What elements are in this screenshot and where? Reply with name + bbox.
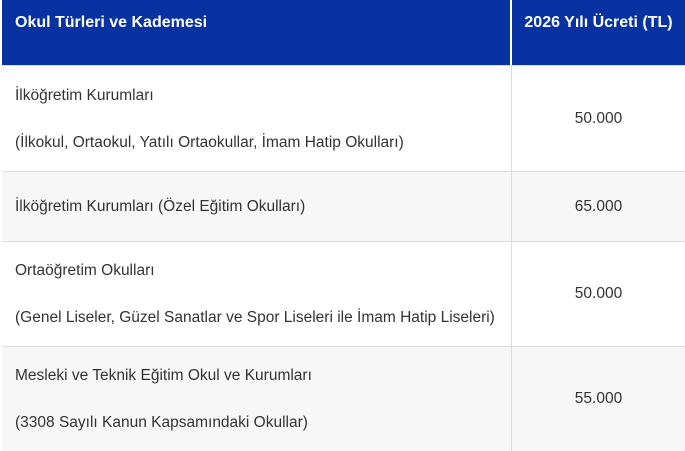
column-header-school-types: Okul Türleri ve Kademesi: [2, 0, 512, 65]
school-type-cell: İlköğretim Kurumları (Özel Eğitim Okulla…: [2, 172, 512, 241]
fee-value-cell: 55.000: [574, 390, 623, 407]
table-row: Mesleki ve Teknik Eğitim Okul ve Kurumla…: [2, 346, 685, 451]
table-row: İlköğretim Kurumları (Özel Eğitim Okulla…: [2, 171, 685, 241]
fee-value-cell: 50.000: [574, 109, 623, 127]
fee-value-cell: 50.000: [574, 285, 623, 302]
school-type-detail: (İlkokul, Ortaokul, Yatılı Ortaokullar, …: [15, 133, 404, 151]
table-row: İlköğretim Kurumları (İlkokul, Ortaokul,…: [2, 65, 685, 171]
school-type-detail: (3308 Sayılı Kanun Kapsamındaki Okullar): [15, 414, 308, 431]
school-type-title: İlköğretim Kurumları: [15, 86, 154, 104]
school-type-title: Mesleki ve Teknik Eğitim Okul ve Kurumla…: [15, 367, 312, 384]
column-header-fee-2026: 2026 Yılı Ücreti (TL): [524, 14, 673, 31]
school-type-title: Ortaöğretim Okulları: [15, 262, 155, 279]
table-header-row: Okul Türleri ve Kademesi 2026 Yılı Ücret…: [2, 0, 685, 65]
school-type-cell: İlköğretim Kurumları (İlkokul, Ortaokul,…: [2, 66, 512, 171]
school-type-title: İlköğretim Kurumları (Özel Eğitim Okulla…: [15, 198, 306, 215]
table-row: Ortaöğretim Okulları (Genel Liseler, Güz…: [2, 241, 685, 346]
school-type-cell: Ortaöğretim Okulları (Genel Liseler, Güz…: [2, 242, 512, 346]
school-type-detail: (Genel Liseler, Güzel Sanatlar ve Spor L…: [15, 309, 495, 326]
fee-value-cell: 65.000: [574, 197, 623, 215]
school-type-cell: Mesleki ve Teknik Eğitim Okul ve Kurumla…: [2, 347, 512, 451]
table-body: İlköğretim Kurumları (İlkokul, Ortaokul,…: [2, 65, 685, 451]
